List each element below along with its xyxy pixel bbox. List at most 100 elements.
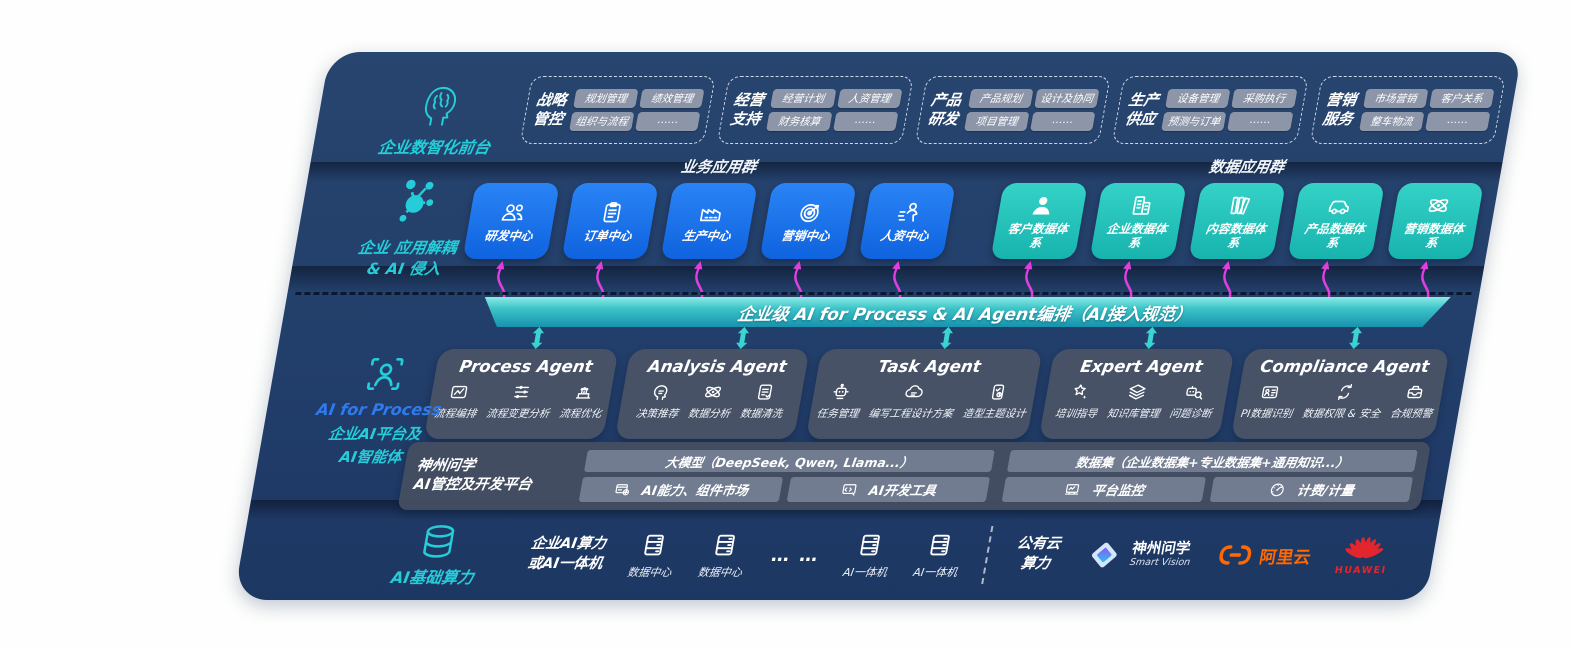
platform-box: 神州问学 AI管控及开发平台 大模型（DeepSeek, Qwen, Llama… — [397, 442, 1432, 510]
front-office-chip: 市场营销 — [1362, 89, 1429, 108]
agent-item: 流程优化 — [558, 381, 607, 421]
connector-cell — [439, 326, 636, 350]
platform-dataset-group: 数据集（企业数据集+专业数据集+通用知识...） 平台监控 计费/计量 — [1001, 450, 1418, 502]
data-app-cells: 客户数据体系 企业数据体系 — [982, 183, 1485, 301]
aliyun-bracket-icon — [1219, 545, 1251, 565]
aliyun-logo-text: 阿里云 — [1257, 547, 1313, 568]
dataset-cells: 平台监控 计费/计量 — [1001, 477, 1414, 502]
business-app-cells: 研发中心 订单中心 — [454, 183, 957, 301]
data-app-label: 营销数据体系 — [1402, 221, 1466, 250]
front-office-chip-grid: 市场营销 客户关系 整车物流…… — [1358, 89, 1495, 131]
data-app-label: 产品数据体系 — [1303, 221, 1367, 250]
dashed-divider — [981, 526, 994, 584]
connector-cell — [848, 326, 1045, 350]
front-office-chip-grid: 设备管理 采购执行 预测与订单…… — [1161, 89, 1298, 131]
business-app-box: 营销中心 — [759, 183, 857, 259]
apps-area: 业务应用群 研发中心 — [453, 156, 1490, 308]
agent-item-label: 决策推荐 — [634, 408, 680, 420]
agent-items: PI数据识别 数据权限 & 安全 合规预警 — [1240, 381, 1438, 421]
data-app-cell: 客户数据体系 — [982, 183, 1089, 301]
sliders-icon — [509, 381, 535, 403]
flow-icon — [446, 381, 472, 403]
cloud-icon — [902, 381, 928, 403]
compute-node-label: AI一体机 — [841, 566, 888, 579]
database-icon — [423, 525, 455, 558]
front-office-chip: 设备管理 — [1165, 89, 1231, 108]
agent-item: 问题诊断 — [1168, 381, 1217, 421]
agent-item-label: 数据清洗 — [738, 408, 784, 420]
huawei-flower-icon — [1345, 537, 1384, 559]
doc-icon — [752, 381, 778, 403]
orchestration-bar: 企业级 AI for Process & AI Agent编排（AI接入规范） — [480, 297, 1451, 327]
front-office-chip: 人资管理 — [836, 89, 903, 108]
front-office-chip: 经营计划 — [770, 89, 837, 108]
compute-row: AI基础算力 企业AI算力 或AI一体机 数据中心 — [344, 512, 1405, 598]
front-office-group-name: 产品 研发 — [926, 91, 963, 128]
front-office-group-name: 经营 支持 — [728, 91, 766, 128]
people-motion-icon — [893, 199, 925, 226]
data-app-box: 内容数据体系 — [1188, 183, 1286, 259]
alert-icon — [1402, 381, 1428, 403]
connector-cell — [644, 326, 841, 350]
agent-title: Process Agent — [458, 357, 595, 376]
agent-card: Expert Agent 培训指导 知识库管理 — [1039, 349, 1235, 439]
huawei-logo-text: HUAWEI — [1333, 565, 1388, 576]
clipboard-icon — [596, 199, 628, 226]
agent-item: 合规预警 — [1389, 381, 1438, 421]
agent-card: Process Agent 流程编排 流程变更分析 — [423, 349, 619, 439]
front-office-chip: 财务核算 — [766, 112, 832, 131]
data-app-cell: 企业数据体系 — [1081, 183, 1188, 301]
data-app-box: 营销数据体系 — [1386, 183, 1484, 259]
front-office-group: 营销 服务 市场营销 客户关系 整车物流…… — [1309, 76, 1506, 144]
front-office-group: 生产 供应 设备管理 采购执行 预测与订单…… — [1111, 76, 1309, 144]
agent-item-label: 合规预警 — [1389, 408, 1434, 420]
brain-head-icon — [424, 86, 457, 126]
agent-item: 流程变更分析 — [485, 381, 555, 421]
agent-item-label: 数据分析 — [686, 408, 732, 420]
front-office-group-name: 营销 服务 — [1321, 91, 1358, 128]
agent-items: 任务管理 编写工程设计方案 造型主题设计 — [815, 381, 1031, 421]
connector-cell — [1053, 326, 1250, 350]
front-office-chip: 预测与订单 — [1161, 112, 1227, 131]
server-icon — [707, 530, 742, 560]
process-layer-label-col: AI for Process 企业AI平台及 AI智能体 — [309, 352, 449, 467]
business-app-group: 业务应用群 研发中心 — [453, 156, 962, 308]
front-office-group: 战略 管控 规划管理 绩效管理 组织与流程…… — [519, 76, 717, 144]
agent-item: 任务管理 — [815, 381, 864, 421]
platform-model-group: 大模型（DeepSeek, Qwen, Llama...） AI能力、组件市场 … — [578, 450, 995, 502]
compute-label: AI基础算力 — [389, 568, 476, 587]
agent-item: 流程编排 — [433, 381, 482, 421]
front-office-chip: 组织与流程 — [569, 112, 635, 131]
data-app-label: 内容数据体系 — [1204, 221, 1268, 250]
front-office-group-name: 生产 供应 — [1123, 91, 1161, 128]
data-app-group: 数据应用群 客户数据体系 — [981, 156, 1490, 308]
agent-title: Task Agent — [876, 357, 983, 376]
server-icon — [637, 530, 672, 560]
atom-icon — [1422, 192, 1454, 219]
data-app-cell: 产品数据体系 — [1279, 183, 1386, 301]
agent-item-label: 编写工程设计方案 — [867, 408, 954, 420]
business-app-box: 人资中心 — [858, 183, 956, 259]
agent-card: Analysis Agent 决策推荐 数据分析 — [614, 349, 811, 439]
front-office-group: 经营 支持 经营计划 人资管理 财务核算…… — [717, 76, 914, 144]
compute-node: AI一体机 — [912, 530, 965, 580]
ai-for-process-label: AI for Process — [314, 400, 444, 419]
application-row: 企业 应用解耦 & AI 侵入 业务应用群 研发中心 — [341, 156, 1490, 308]
business-app-label: 营销中心 — [780, 228, 831, 243]
tablet-icon — [985, 381, 1011, 403]
business-group-title: 业务应用群 — [679, 158, 758, 176]
business-app-box: 生产中心 — [660, 183, 758, 259]
business-app-label: 研发中心 — [483, 228, 534, 243]
business-app-cell: 营销中心 — [751, 183, 858, 301]
front-office-label: 企业数智化前台 — [376, 138, 492, 157]
agent-item: 造型主题设计 — [961, 381, 1031, 421]
car-icon — [1323, 192, 1355, 219]
data-group-title: 数据应用群 — [1207, 158, 1286, 176]
agent-item: 数据清洗 — [739, 381, 788, 421]
target-icon — [794, 199, 826, 226]
lock-icon — [1332, 381, 1358, 403]
agent-item-label: 流程优化 — [558, 408, 603, 420]
compute-node: 数据中心 — [696, 530, 749, 580]
idcard-icon — [1258, 381, 1284, 403]
front-office-chip: 采购执行 — [1231, 89, 1298, 108]
